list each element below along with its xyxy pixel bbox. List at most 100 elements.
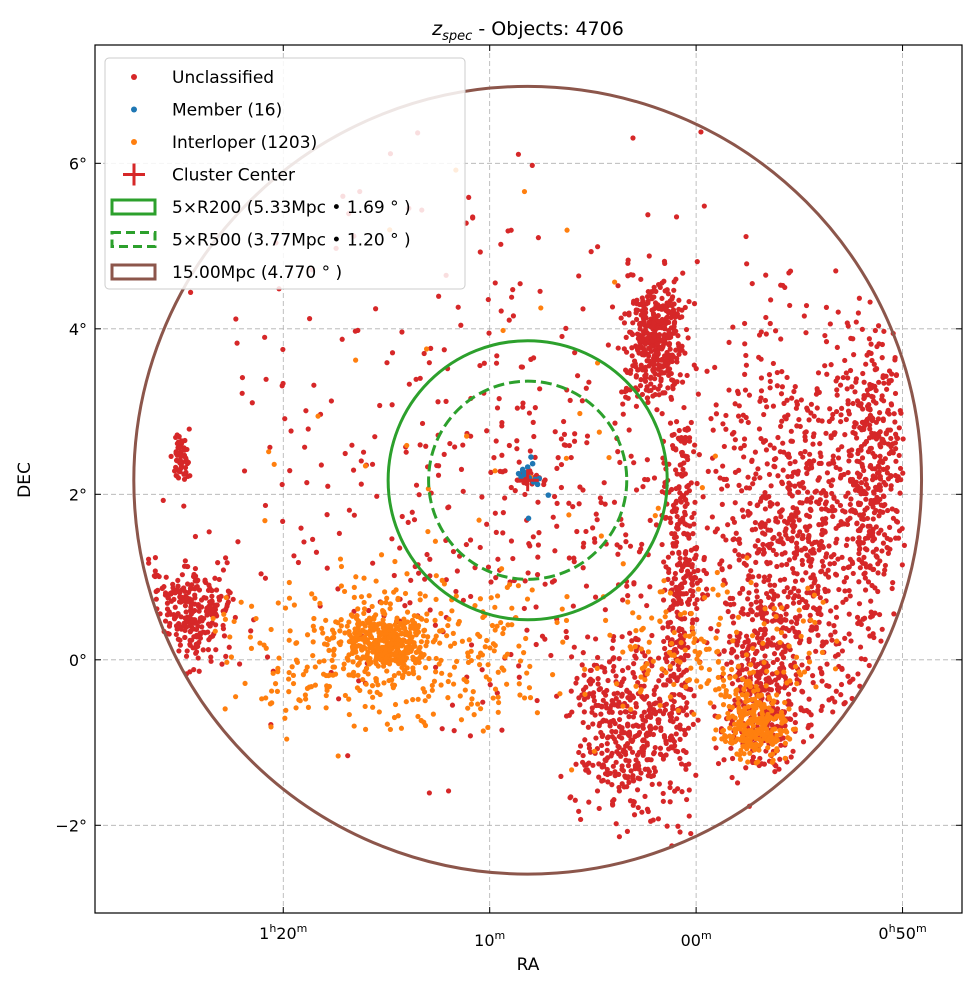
data-point (724, 661, 730, 667)
data-point (888, 448, 895, 454)
data-point (889, 585, 895, 592)
data-point (731, 601, 737, 607)
data-point (182, 603, 189, 609)
data-point (604, 741, 610, 747)
data-point (784, 397, 790, 403)
data-point (788, 428, 794, 434)
data-point (818, 453, 824, 459)
data-point (684, 501, 690, 507)
data-point (667, 663, 673, 670)
data-point (759, 711, 766, 717)
data-point (408, 577, 414, 583)
data-point (495, 709, 501, 715)
data-point (168, 598, 175, 604)
data-point (729, 774, 735, 781)
data-point (632, 653, 638, 659)
data-point (624, 784, 630, 790)
data-point (664, 354, 670, 360)
data-point (619, 781, 625, 787)
data-point (330, 648, 337, 654)
series-member (515, 454, 552, 522)
data-point (522, 491, 528, 498)
data-point (712, 364, 718, 371)
data-point (755, 727, 761, 734)
data-point (444, 633, 450, 639)
data-point (426, 655, 432, 662)
data-point (721, 683, 727, 689)
data-point (605, 779, 611, 785)
data-point (349, 644, 356, 650)
data-point (644, 740, 650, 746)
data-point (868, 598, 874, 604)
data-point (377, 402, 383, 409)
data-point (870, 394, 876, 400)
data-point (410, 654, 416, 660)
data-point (826, 683, 832, 689)
data-point (284, 736, 290, 742)
data-point (762, 531, 768, 537)
data-point (263, 645, 269, 651)
data-point (900, 470, 906, 476)
data-point (826, 621, 832, 627)
data-point (521, 650, 527, 656)
data-point (670, 598, 677, 604)
data-point (660, 798, 666, 804)
data-point (426, 693, 432, 699)
data-point (433, 596, 439, 603)
data-point (685, 532, 691, 538)
data-point (727, 725, 733, 731)
data-point (779, 562, 785, 568)
data-point (590, 693, 597, 700)
data-point (677, 659, 683, 665)
data-point (235, 539, 241, 545)
data-point (580, 306, 586, 312)
data-point (714, 628, 720, 634)
data-point (765, 527, 771, 533)
data-point (370, 694, 376, 700)
data-point (192, 578, 198, 584)
data-point (447, 643, 454, 649)
data-point (733, 629, 740, 635)
data-point (757, 522, 763, 528)
data-point (664, 287, 670, 293)
x-tick-label-part: m (701, 929, 712, 942)
data-point (477, 249, 483, 255)
data-point (656, 696, 663, 702)
data-point (655, 281, 662, 288)
data-point (613, 739, 619, 745)
data-point (762, 606, 768, 612)
data-point (778, 336, 784, 342)
data-point (653, 700, 659, 706)
data-point (287, 628, 293, 634)
data-point (371, 616, 377, 622)
data-point (712, 453, 718, 459)
data-point (616, 784, 622, 791)
data-point (266, 449, 272, 455)
data-point (652, 744, 658, 751)
data-point (391, 589, 397, 595)
data-point (823, 554, 829, 560)
data-point (626, 427, 632, 433)
data-point (779, 720, 785, 726)
data-point (798, 397, 804, 403)
data-point (542, 581, 548, 587)
data-point (640, 743, 646, 750)
data-point (831, 623, 837, 629)
data-point (404, 639, 410, 645)
data-point (682, 509, 688, 515)
data-point (790, 469, 797, 476)
data-point (611, 663, 617, 670)
legend-marker-dot (131, 139, 137, 145)
data-point (638, 646, 644, 652)
data-point (559, 606, 565, 612)
data-point (808, 722, 814, 728)
data-point (282, 416, 288, 422)
data-point (629, 738, 635, 745)
data-point (526, 685, 533, 691)
data-point (778, 742, 784, 748)
data-point (801, 708, 807, 714)
data-point (373, 306, 379, 312)
data-point (660, 390, 666, 396)
data-point (601, 665, 607, 671)
data-point (425, 634, 431, 640)
